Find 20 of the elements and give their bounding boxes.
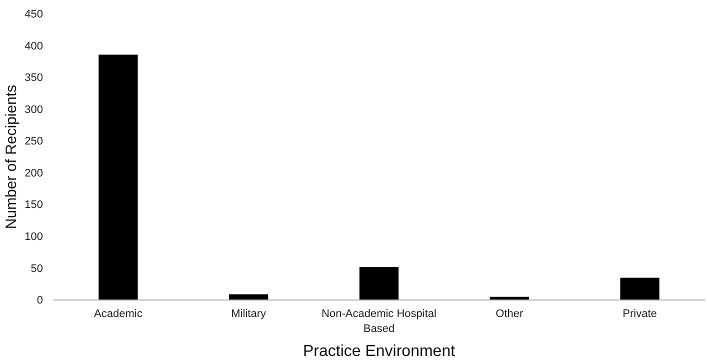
x-tick-label: Private [622, 308, 657, 320]
y-axis-title: Number of Recipients [3, 84, 20, 230]
x-tick-label: Non-Academic Hospital Based [322, 308, 436, 335]
bar [359, 266, 399, 300]
bar [98, 54, 138, 300]
y-tick-label: 450 [24, 8, 43, 21]
y-tick-label: 300 [24, 104, 43, 116]
y-tick-label: 0 [36, 294, 43, 307]
x-tick-label: Military [231, 308, 267, 320]
y-tick-label: 350 [24, 72, 43, 84]
y-tick-label: 250 [24, 136, 43, 148]
x-tick-label: Academic [94, 308, 143, 320]
x-axis-title: Practice Environment [302, 343, 456, 360]
y-tick-label: 100 [24, 230, 43, 243]
y-tick-label: 150 [24, 199, 43, 212]
x-tick-label: Other [496, 308, 524, 320]
y-tick-label: 200 [24, 167, 43, 180]
bar [620, 278, 660, 300]
y-tick-label: 50 [30, 262, 43, 275]
y-tick-label: 400 [24, 40, 43, 52]
